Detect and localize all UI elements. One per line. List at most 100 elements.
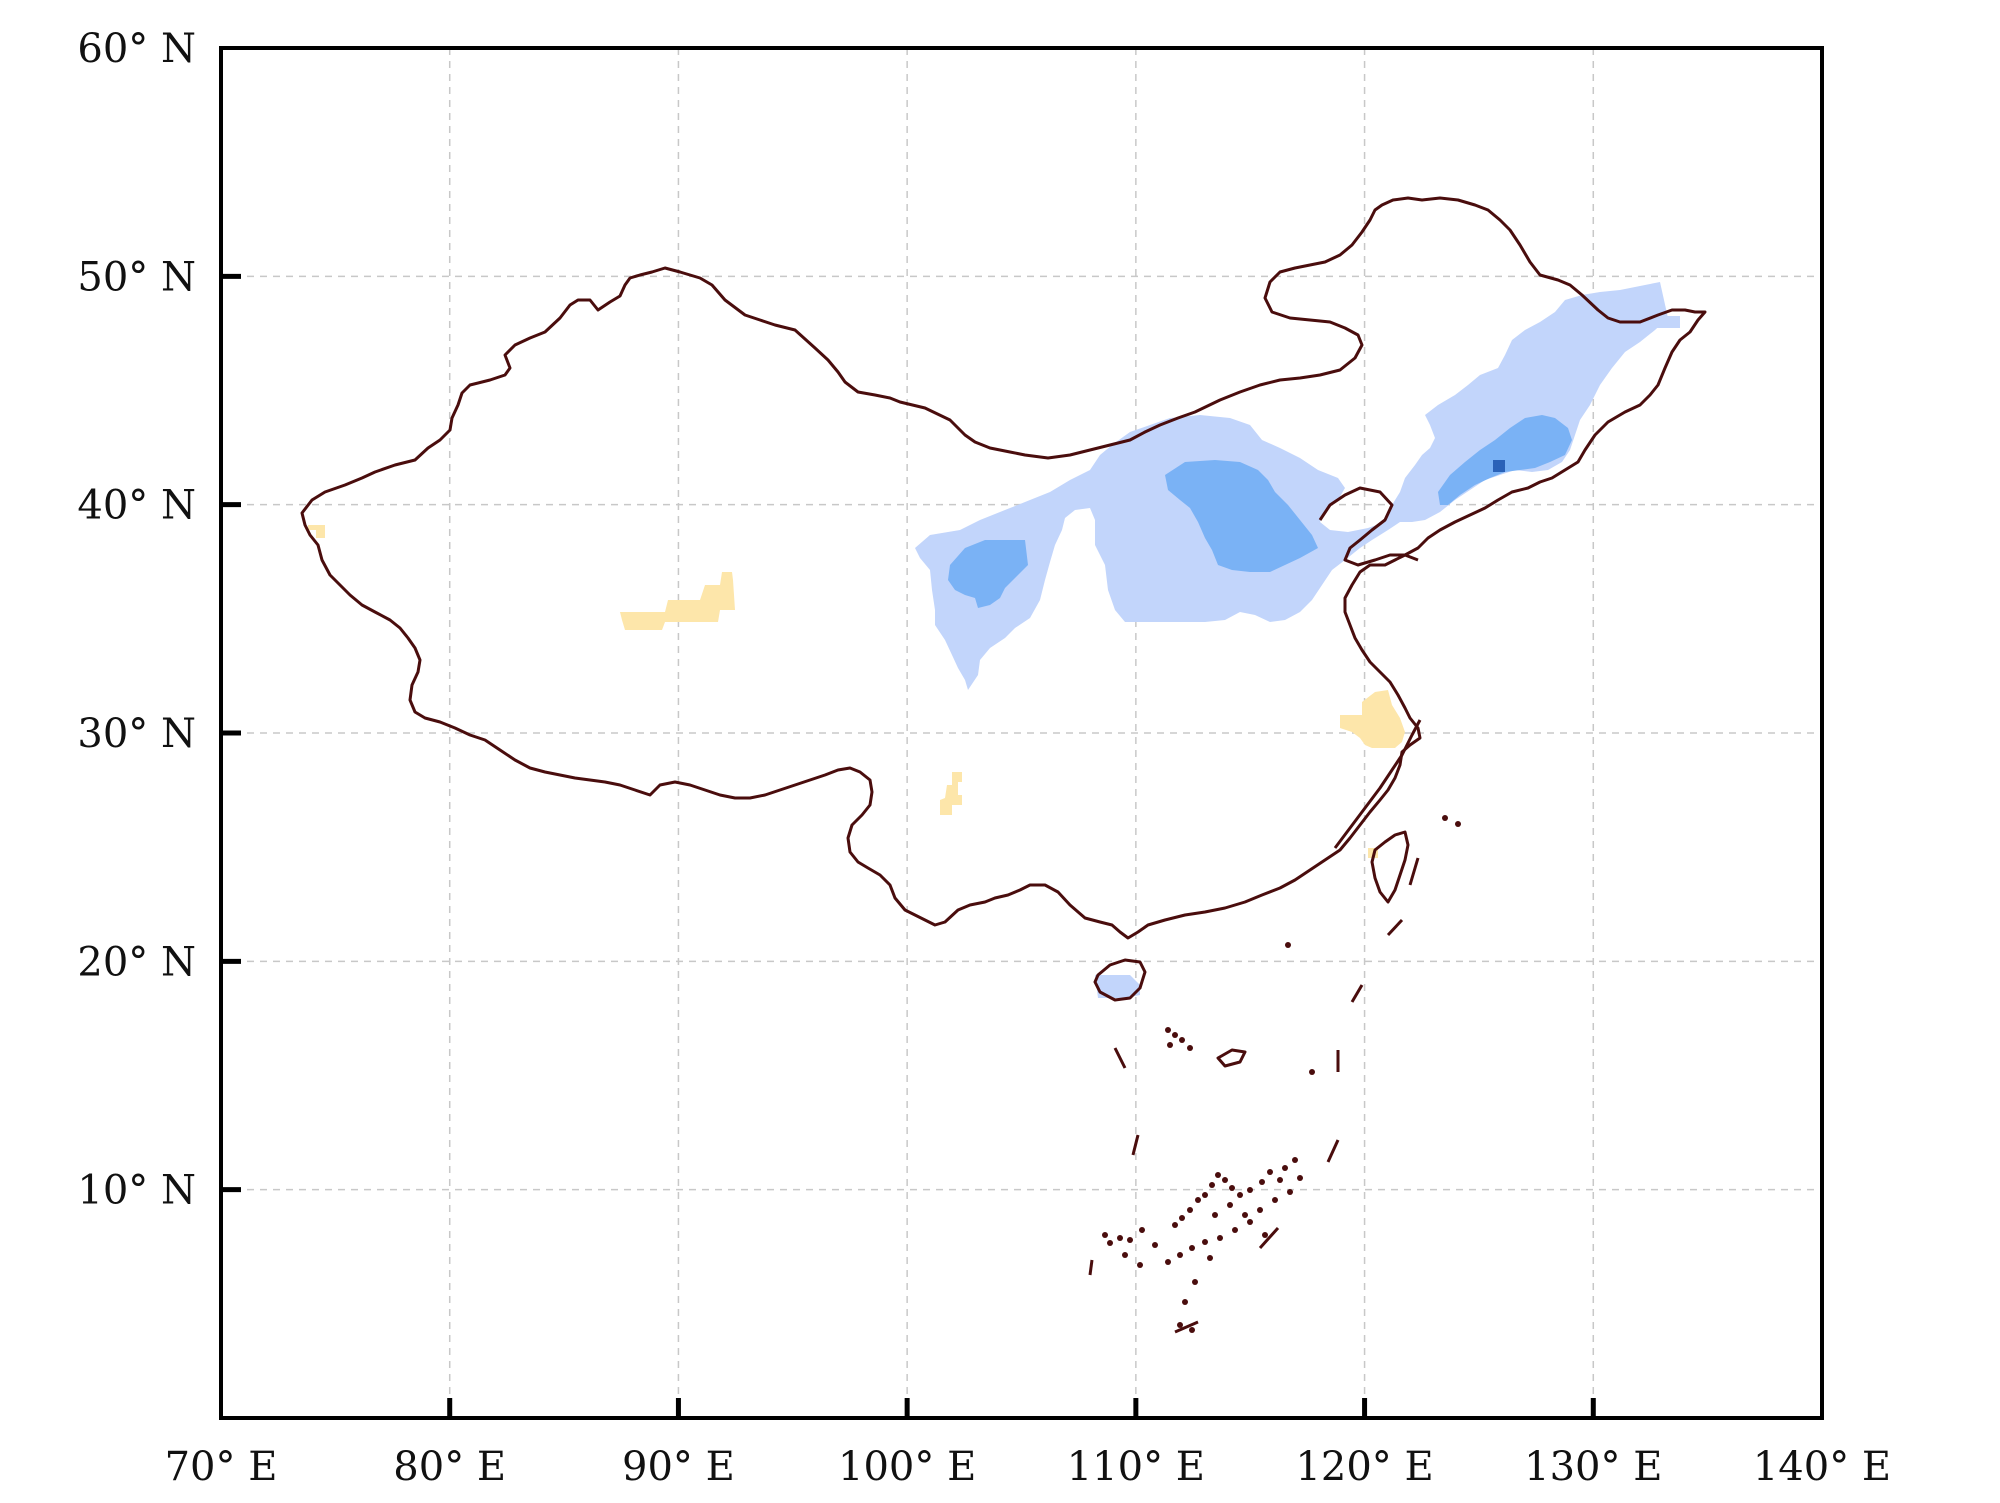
island-dot bbox=[1137, 1262, 1143, 1268]
x-tick-label: 110° E bbox=[1067, 1444, 1205, 1490]
island-dot bbox=[1177, 1322, 1183, 1328]
dash-10 bbox=[1113, 1047, 1127, 1069]
dash-1 bbox=[1408, 857, 1420, 886]
island-dot bbox=[1259, 1179, 1265, 1185]
island-dot bbox=[1102, 1232, 1108, 1238]
island-dot bbox=[1165, 1259, 1171, 1265]
y-tick-label: 10° N bbox=[77, 1168, 196, 1214]
island-dot bbox=[1272, 1197, 1278, 1203]
island-dot bbox=[1187, 1045, 1193, 1051]
southeast-coast-detail bbox=[1333, 719, 1422, 849]
island-dot bbox=[1237, 1192, 1243, 1198]
island-dot bbox=[1189, 1245, 1195, 1251]
dash-2 bbox=[1386, 918, 1404, 937]
island-dot bbox=[1287, 1189, 1293, 1195]
island-dot bbox=[1455, 821, 1461, 827]
y-tick-label: 50° N bbox=[77, 254, 196, 300]
y-tick-label: 30° N bbox=[77, 711, 196, 757]
island-dot bbox=[1127, 1237, 1133, 1243]
island-dot bbox=[1139, 1227, 1145, 1233]
island-dot bbox=[1215, 1172, 1221, 1178]
island-dot bbox=[1247, 1187, 1253, 1193]
island-dot bbox=[1189, 1327, 1195, 1333]
island-dot bbox=[1107, 1240, 1113, 1246]
island-dot bbox=[1209, 1182, 1215, 1188]
light-blue-north-china bbox=[915, 282, 1668, 690]
island-dot bbox=[1179, 1215, 1185, 1221]
taiwan-outline bbox=[1370, 830, 1410, 904]
island-dot bbox=[1242, 1212, 1248, 1218]
island-dot bbox=[1229, 1185, 1235, 1191]
island-dot bbox=[1182, 1299, 1188, 1305]
mid-blue-gansu bbox=[948, 540, 1028, 608]
island-dot bbox=[1217, 1235, 1223, 1241]
light-blue-hainan bbox=[1095, 975, 1140, 998]
island-dot bbox=[1122, 1252, 1128, 1258]
dark-blue-cell bbox=[1493, 460, 1505, 472]
island-dot bbox=[1262, 1232, 1268, 1238]
island-dot bbox=[1202, 1239, 1208, 1245]
y-tick-label: 60° N bbox=[77, 26, 196, 72]
island-dot bbox=[1267, 1169, 1273, 1175]
yellow-patch-east bbox=[1340, 690, 1405, 748]
island-dot bbox=[1232, 1227, 1238, 1233]
dash-6 bbox=[1258, 1226, 1280, 1250]
island-dot bbox=[1187, 1207, 1193, 1213]
shaded-regions bbox=[308, 282, 1680, 998]
hainan-outline bbox=[1093, 958, 1147, 1002]
x-tick-label: 100° E bbox=[838, 1444, 976, 1490]
dark-blue-regions bbox=[1493, 460, 1505, 472]
island-dot bbox=[1202, 1192, 1208, 1198]
bohai-coast bbox=[1318, 486, 1419, 567]
island-dot bbox=[1222, 1177, 1228, 1183]
island-dot bbox=[1117, 1235, 1123, 1241]
island-dot bbox=[1442, 815, 1448, 821]
grid-lines bbox=[221, 48, 1822, 1418]
x-tick-label: 90° E bbox=[622, 1444, 735, 1490]
island-dot bbox=[1247, 1219, 1253, 1225]
island-dot bbox=[1177, 1252, 1183, 1258]
x-tick-label: 80° E bbox=[393, 1444, 506, 1490]
yellow-patches bbox=[308, 525, 1405, 858]
island-dot bbox=[1285, 942, 1291, 948]
island-dot bbox=[1195, 1197, 1201, 1203]
island-dot bbox=[1277, 1177, 1283, 1183]
y-axis-ticks: 60° N 50° N 40° N 30° N 20° N 10° N bbox=[77, 26, 241, 1214]
island-dot bbox=[1192, 1279, 1198, 1285]
dash-8 bbox=[1088, 1259, 1094, 1276]
island-dot bbox=[1227, 1202, 1233, 1208]
island-dot bbox=[1172, 1032, 1178, 1038]
y-tick-label: 40° N bbox=[77, 483, 196, 529]
island-dot bbox=[1309, 1069, 1315, 1075]
y-tick-label: 20° N bbox=[77, 939, 196, 985]
dash-5 bbox=[1326, 1139, 1340, 1163]
island-dot bbox=[1292, 1157, 1298, 1163]
island-dot bbox=[1152, 1242, 1158, 1248]
island-dots bbox=[1102, 815, 1461, 1333]
dash-3 bbox=[1350, 984, 1364, 1003]
island-dot bbox=[1167, 1042, 1173, 1048]
island-dot bbox=[1212, 1212, 1218, 1218]
island-dot bbox=[1207, 1255, 1213, 1261]
island-dot bbox=[1282, 1165, 1288, 1171]
light-blue-regions bbox=[915, 282, 1680, 998]
x-tick-label: 140° E bbox=[1753, 1444, 1891, 1490]
island-dot bbox=[1172, 1222, 1178, 1228]
island-dot bbox=[1297, 1175, 1303, 1181]
yellow-patch-sichuan bbox=[940, 772, 962, 815]
island-ring bbox=[1216, 1048, 1247, 1068]
dash-7 bbox=[1174, 1320, 1199, 1334]
x-tick-label: 120° E bbox=[1295, 1444, 1433, 1490]
island-dot bbox=[1165, 1027, 1171, 1033]
mid-blue-shanxi bbox=[1165, 460, 1318, 572]
china-border bbox=[300, 196, 1707, 1334]
x-tick-label: 130° E bbox=[1524, 1444, 1662, 1490]
island-dot bbox=[1179, 1037, 1185, 1043]
x-tick-label: 70° E bbox=[165, 1444, 278, 1490]
island-dot bbox=[1257, 1207, 1263, 1213]
dash-9 bbox=[1131, 1134, 1140, 1156]
x-axis-ticks: 70° E 80° E 90° E 100° E 110° E 120° E 130° E 1… bbox=[165, 1398, 1891, 1490]
yellow-patch-tibet bbox=[620, 572, 735, 630]
